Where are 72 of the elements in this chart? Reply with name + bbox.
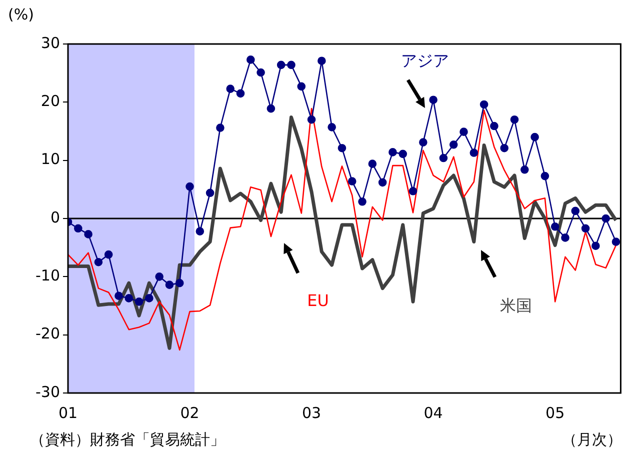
point [328,123,336,132]
point [500,144,508,152]
point [226,84,235,93]
point [429,96,438,104]
y-tick-label: -20 [36,324,60,343]
y-tick-label: 20 [40,92,60,110]
point [602,214,610,223]
point [520,165,529,174]
x-tick-label: 05 [546,404,565,422]
point [449,140,458,149]
point [571,206,580,216]
point [460,128,468,136]
point [256,68,265,77]
point [84,230,92,238]
point [612,238,620,246]
point [134,298,144,306]
point [338,144,346,152]
x-tick-label: 01 [58,404,78,422]
point [490,122,498,130]
point [530,132,539,142]
point [368,160,377,168]
point [439,154,448,162]
point [297,82,306,91]
y-axis-title: (%) [8,5,34,24]
point [348,177,356,186]
x-tick-label: 02 [180,404,200,422]
point [358,197,366,206]
y-tick-label: 0 [50,208,60,226]
point [266,104,276,113]
point [470,148,478,157]
text: EU [307,291,329,310]
point [196,227,204,236]
y-tick-label: 10 [40,150,60,168]
point [124,294,134,302]
series-label: アジア [401,51,449,70]
y-tick-label: 30 [40,34,60,52]
point [114,292,123,300]
point [592,242,600,250]
point [216,124,224,132]
x-tick-label: 03 [302,404,322,422]
point [206,188,214,198]
point [94,258,103,266]
point [175,278,184,288]
point [398,150,408,158]
point [540,172,550,180]
point [318,56,326,66]
point [186,182,194,191]
x-tick-label: 04 [424,404,443,422]
point [408,187,418,196]
y-tick-label: -30 [36,382,60,401]
text: （資料）財務省「貿易統計」 [30,430,225,448]
point [236,89,245,98]
point [307,115,316,124]
point [104,250,113,259]
x-axis-title: （月次） [562,430,622,448]
point [419,138,428,146]
y-tick-label: -10 [36,266,60,285]
text: 米国 [500,296,532,316]
point [581,224,590,233]
point [480,100,488,109]
point [378,178,387,187]
point [550,222,560,231]
point [74,224,82,233]
point [287,60,296,70]
point [155,272,164,281]
point [246,56,255,64]
point [561,234,570,242]
point [276,60,286,70]
point [165,280,174,289]
point [388,148,397,156]
point [145,294,154,302]
point [510,115,519,124]
